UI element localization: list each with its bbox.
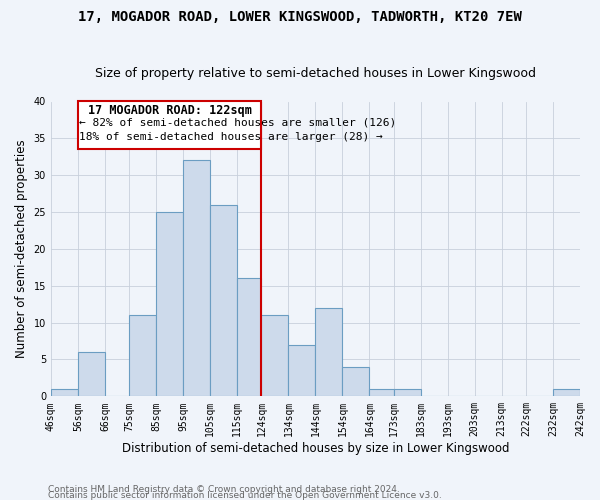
Bar [262,316,289,396]
Bar [78,352,105,397]
Text: Contains public sector information licensed under the Open Government Licence v3: Contains public sector information licen… [48,491,442,500]
Bar [370,389,394,396]
Bar [51,389,78,396]
Text: Contains HM Land Registry data © Crown copyright and database right 2024.: Contains HM Land Registry data © Crown c… [48,485,400,494]
Bar [343,367,370,396]
Text: ← 82% of semi-detached houses are smaller (126): ← 82% of semi-detached houses are smalle… [79,118,397,128]
X-axis label: Distribution of semi-detached houses by size in Lower Kingswood: Distribution of semi-detached houses by … [122,442,509,455]
Text: 18% of semi-detached houses are larger (28) →: 18% of semi-detached houses are larger (… [79,132,383,141]
Bar [394,389,421,396]
Bar [316,308,343,396]
Y-axis label: Number of semi-detached properties: Number of semi-detached properties [15,140,28,358]
Text: 17, MOGADOR ROAD, LOWER KINGSWOOD, TADWORTH, KT20 7EW: 17, MOGADOR ROAD, LOWER KINGSWOOD, TADWO… [78,10,522,24]
Bar [289,344,316,397]
Title: Size of property relative to semi-detached houses in Lower Kingswood: Size of property relative to semi-detach… [95,66,536,80]
Bar [553,389,580,396]
Bar [183,160,210,396]
Text: 17 MOGADOR ROAD: 122sqm: 17 MOGADOR ROAD: 122sqm [88,104,251,117]
Bar [237,278,262,396]
Bar [129,316,156,396]
FancyBboxPatch shape [78,102,262,150]
Bar [210,204,237,396]
Bar [156,212,183,396]
